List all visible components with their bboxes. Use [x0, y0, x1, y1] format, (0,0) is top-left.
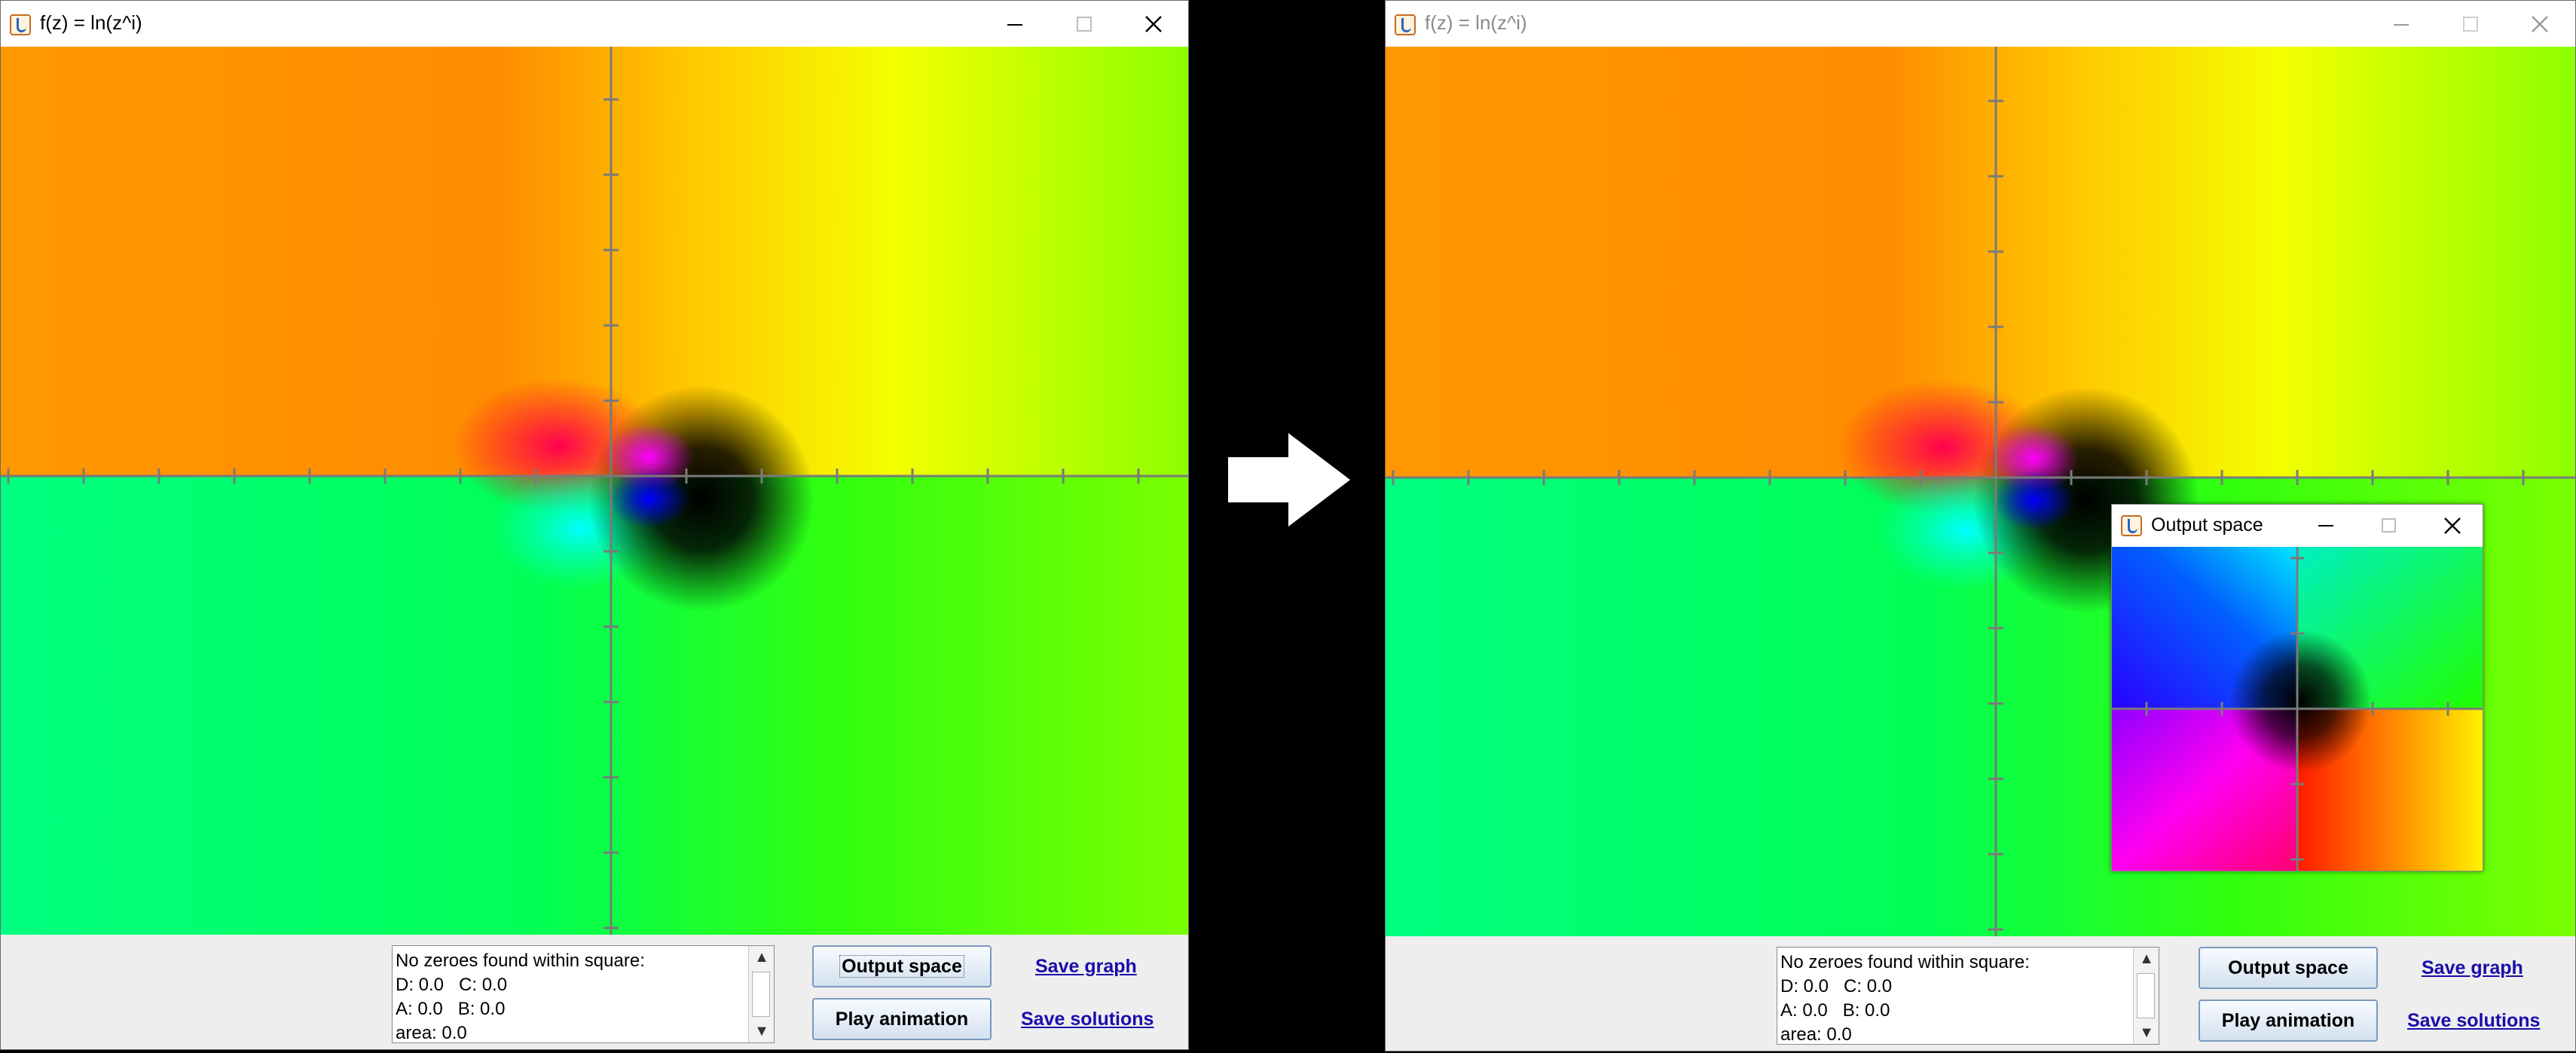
output-space-plot[interactable] — [2112, 547, 2483, 871]
scroll-thumb[interactable] — [2137, 973, 2155, 1018]
right-arrow-icon — [1228, 433, 1350, 526]
java-cup-icon — [1395, 14, 1416, 35]
save-graph-link[interactable]: Save graph — [2422, 957, 2523, 978]
maximize-button[interactable] — [1050, 1, 1119, 47]
minimize-icon — [2394, 24, 2409, 26]
popup-title: Output space — [2151, 514, 2263, 536]
scroll-up-icon[interactable]: ▲ — [754, 949, 769, 966]
vertical-scrollbar[interactable]: ▲ ▼ — [2133, 948, 2159, 1044]
right-window: f(z) = ln(z^i) — [1385, 0, 2576, 1051]
minimize-button[interactable] — [980, 1, 1050, 47]
status-line: D: 0.0 C: 0.0 — [1780, 976, 1893, 997]
status-line: D: 0.0 C: 0.0 — [396, 975, 508, 995]
output-space-button[interactable]: Output space — [2199, 947, 2378, 989]
solutions-text-area[interactable]: No zeroes found within square: D: 0.0 C:… — [1777, 947, 2159, 1045]
play-animation-button[interactable]: Play animation — [2199, 1000, 2378, 1042]
maximize-icon — [1077, 17, 1092, 32]
maximize-button[interactable] — [2358, 505, 2421, 547]
solutions-text-area[interactable]: No zeroes found within square: D: 0.0 C:… — [392, 945, 775, 1043]
status-line: area: 0.0 — [396, 1023, 467, 1043]
window-title: f(z) = ln(z^i) — [40, 11, 142, 34]
status-line: A: 0.0 B: 0.0 — [1780, 1000, 1890, 1021]
vertical-scrollbar[interactable]: ▲ ▼ — [748, 946, 774, 1042]
java-cup-icon — [10, 14, 31, 35]
close-button[interactable] — [2505, 1, 2574, 47]
right-title-bar[interactable]: f(z) = ln(z^i) — [1386, 1, 2575, 47]
scroll-down-icon[interactable]: ▼ — [2139, 1024, 2154, 1041]
close-icon — [1145, 16, 1162, 32]
minimize-icon — [1007, 24, 1022, 26]
status-line: area: 0.0 — [1780, 1024, 1852, 1045]
close-icon — [2532, 16, 2548, 32]
save-solutions-link[interactable]: Save solutions — [2407, 1010, 2541, 1031]
status-line: No zeroes found within square: — [396, 951, 645, 971]
save-graph-link[interactable]: Save graph — [1035, 956, 1137, 977]
domain-coloring-plot[interactable] — [1, 47, 1188, 935]
minimize-icon — [2318, 525, 2333, 526]
minimize-button[interactable] — [2294, 505, 2358, 547]
status-line: A: 0.0 B: 0.0 — [396, 999, 506, 1019]
maximize-button[interactable] — [2436, 1, 2505, 47]
control-panel: No zeroes found within square: D: 0.0 C:… — [1, 935, 1188, 1049]
play-animation-button[interactable]: Play animation — [812, 998, 992, 1040]
scroll-down-icon[interactable]: ▼ — [754, 1023, 769, 1039]
popup-title-bar[interactable]: Output space — [2112, 505, 2483, 547]
java-cup-icon — [2121, 515, 2142, 536]
close-button[interactable] — [2421, 505, 2483, 547]
status-line: No zeroes found within square: — [1780, 952, 2030, 972]
maximize-icon — [2463, 17, 2478, 32]
close-icon — [2444, 517, 2461, 534]
output-space-window: Output space — [2111, 504, 2483, 871]
save-solutions-link[interactable]: Save solutions — [1021, 1009, 1154, 1030]
control-panel: No zeroes found within square: D: 0.0 C:… — [1386, 936, 2575, 1051]
left-window: f(z) = ln(z^i) — [0, 0, 1189, 1050]
output-space-button[interactable]: Output space — [812, 945, 992, 987]
minimize-button[interactable] — [2367, 1, 2436, 47]
maximize-icon — [2382, 518, 2396, 533]
left-title-bar[interactable]: f(z) = ln(z^i) — [1, 1, 1188, 47]
scroll-thumb[interactable] — [752, 972, 770, 1017]
scroll-up-icon[interactable]: ▲ — [2139, 951, 2154, 967]
close-button[interactable] — [1119, 1, 1188, 47]
window-title: f(z) = ln(z^i) — [1425, 11, 1527, 34]
